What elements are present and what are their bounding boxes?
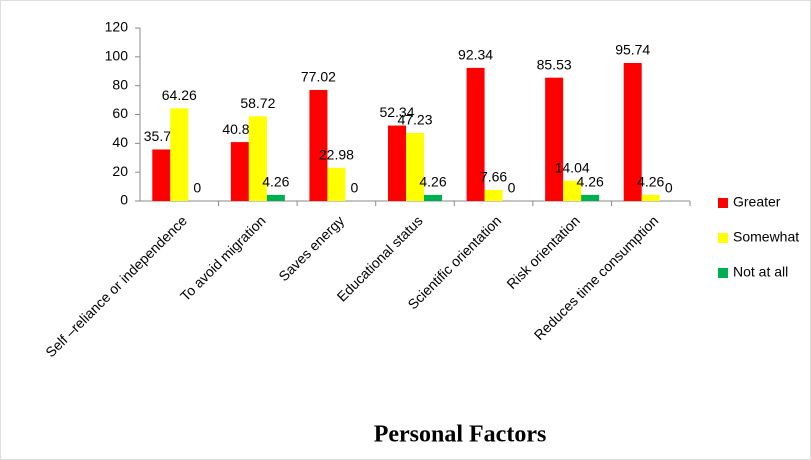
- value-label: 77.02: [301, 69, 336, 85]
- legend-label: Somewhat: [733, 229, 799, 245]
- value-label: 0: [665, 180, 673, 196]
- y-tick-label: 40: [112, 134, 128, 150]
- bar: [248, 116, 267, 201]
- value-label: 52.34: [379, 104, 414, 120]
- value-label: 4.26: [637, 174, 664, 190]
- y-tick-label: 0: [120, 192, 128, 208]
- bar: [327, 167, 346, 201]
- legend-label: Greater: [733, 194, 781, 210]
- value-label: 4.26: [577, 174, 604, 190]
- legend-label: Not at all: [733, 264, 788, 280]
- y-tick-label: 60: [112, 105, 128, 121]
- value-label: 58.72: [240, 95, 275, 111]
- value-label: 0: [351, 180, 359, 196]
- value-label: 22.98: [319, 147, 354, 163]
- bar: [424, 194, 442, 201]
- x-axis-title: Personal Factors: [374, 422, 547, 448]
- y-tick-label: 20: [112, 163, 128, 179]
- value-label: 35.74: [144, 128, 179, 144]
- bar: [152, 149, 171, 201]
- bar: [309, 89, 328, 201]
- bar: [406, 132, 424, 201]
- bar: [545, 77, 564, 201]
- legend-swatch: [718, 233, 728, 243]
- bar: [466, 67, 485, 202]
- bar: [641, 194, 660, 201]
- y-tick-label: 100: [105, 48, 129, 64]
- value-label: 47.23: [397, 112, 432, 128]
- bar: [230, 142, 249, 201]
- bar: [563, 180, 582, 201]
- value-label: 95.74: [615, 42, 650, 58]
- y-tick-label: 80: [112, 76, 128, 92]
- bar: [484, 189, 503, 201]
- value-label: 40.85: [222, 121, 257, 137]
- legend-swatch: [718, 268, 728, 278]
- bar: [581, 194, 600, 201]
- bar: [623, 62, 642, 201]
- y-tick-label: 120: [105, 19, 129, 35]
- value-label: 64.26: [162, 87, 197, 103]
- value-label: 85.53: [537, 56, 572, 72]
- value-label: 14.04: [555, 159, 590, 175]
- value-label: 4.26: [262, 174, 289, 190]
- value-label: 0: [508, 180, 516, 196]
- bar: [266, 194, 285, 201]
- value-label: 4.26: [419, 174, 446, 190]
- value-label: 0: [193, 180, 201, 196]
- value-label: 92.34: [458, 47, 493, 63]
- legend-swatch: [718, 198, 728, 208]
- value-label: 7.66: [480, 169, 507, 185]
- bar: [170, 108, 189, 201]
- bar: [388, 125, 406, 201]
